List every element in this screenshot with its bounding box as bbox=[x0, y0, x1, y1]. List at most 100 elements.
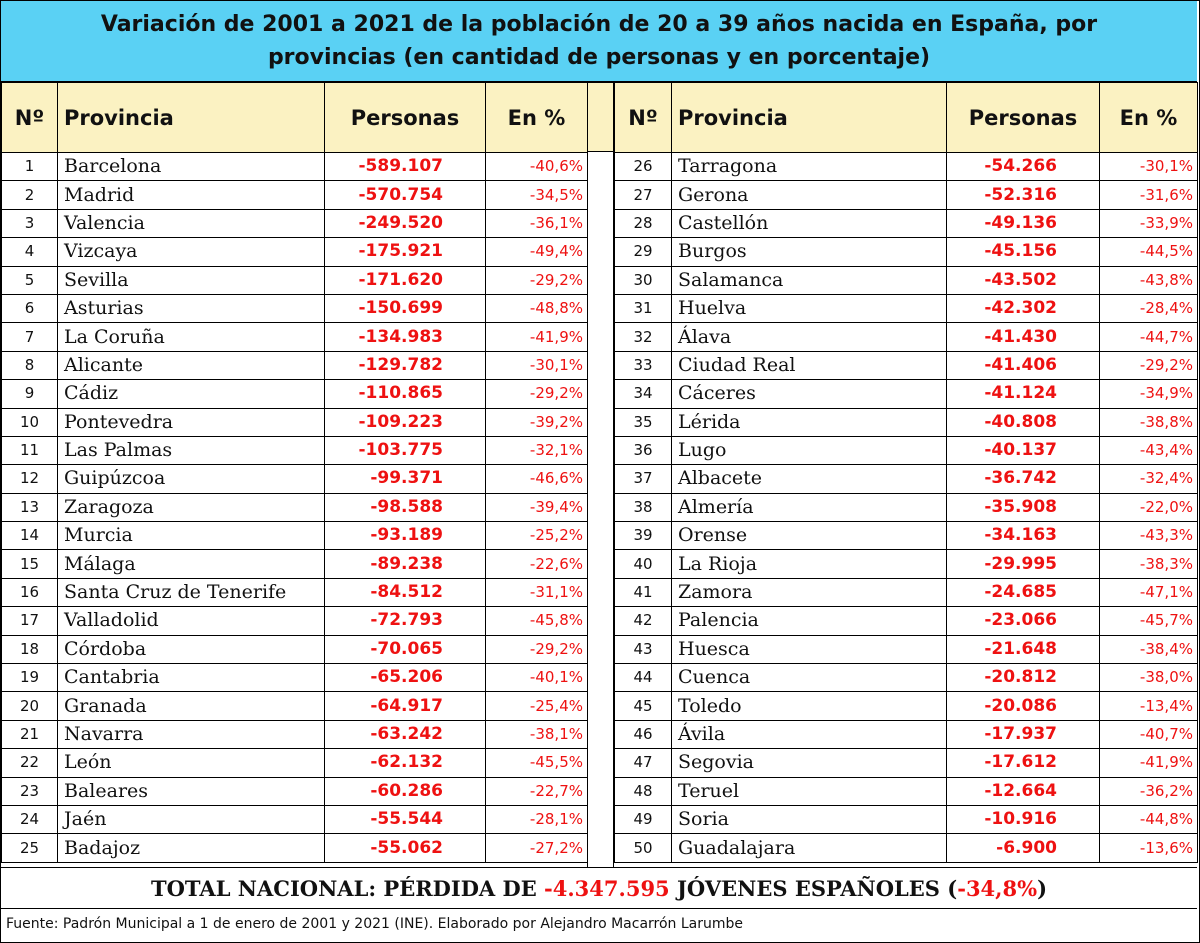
percent-value: -13,4% bbox=[1099, 691, 1198, 721]
percent-value: -49,4% bbox=[485, 237, 588, 267]
persons-value: -6.900 bbox=[946, 833, 1100, 863]
table-row: 38 Almería -35.908 -22,0% bbox=[614, 492, 1198, 523]
table-row: 36 Lugo -40.137 -43,4% bbox=[614, 435, 1198, 466]
table-row: 3 Valencia -249.520 -36,1% bbox=[1, 208, 588, 239]
header-province: Provincia bbox=[671, 82, 947, 153]
province-name: Zamora bbox=[671, 577, 947, 608]
table-row: 26 Tarragona -54.266 -30,1% bbox=[614, 151, 1198, 182]
percent-value: -43,4% bbox=[1099, 435, 1198, 466]
percent-value: -38,4% bbox=[1099, 634, 1198, 665]
header-percent: En % bbox=[485, 82, 588, 153]
row-number: 9 bbox=[1, 379, 58, 409]
total-middle: JÓVENES ESPAÑOLES ( bbox=[669, 875, 958, 901]
province-name: Sevilla bbox=[57, 265, 325, 295]
percent-value: -38,3% bbox=[1099, 549, 1198, 579]
row-number: 47 bbox=[614, 748, 672, 778]
province-name: Granada bbox=[57, 691, 325, 721]
header-percent: En % bbox=[1099, 82, 1198, 153]
province-name: Gerona bbox=[671, 180, 947, 210]
percent-value: -36,1% bbox=[485, 208, 588, 239]
persons-value: -10.916 bbox=[946, 804, 1100, 835]
row-number: 13 bbox=[1, 492, 58, 523]
table-body-left: 1 Barcelona -589.107 -40,6% 2 Madrid -570.754-… bbox=[1, 151, 588, 863]
percent-value: -34,5% bbox=[485, 180, 588, 210]
persons-value: -54.266 bbox=[946, 151, 1100, 182]
source-note: Fuente: Padrón Municipal a 1 de enero de… bbox=[6, 916, 744, 932]
persons-value: -12.664 bbox=[946, 776, 1100, 806]
row-number: 7 bbox=[1, 322, 58, 352]
percent-value: -29,2% bbox=[485, 265, 588, 295]
percent-value: -39,2% bbox=[485, 407, 588, 437]
table-row: 34 Cáceres -41.124 -34,9% bbox=[614, 379, 1198, 409]
percent-value: -30,1% bbox=[485, 350, 588, 381]
persons-value: -52.316 bbox=[946, 180, 1100, 210]
persons-value: -40.137 bbox=[946, 435, 1100, 466]
province-name: Teruel bbox=[671, 776, 947, 806]
row-number: 39 bbox=[614, 521, 672, 551]
persons-value: -45.156 bbox=[946, 237, 1100, 267]
province-name: Alicante bbox=[57, 350, 325, 381]
row-number: 46 bbox=[614, 719, 672, 750]
table-row: 27 Gerona -52.316 -31,6% bbox=[614, 180, 1198, 210]
table-row: 37 Albacete -36.742 -32,4% bbox=[614, 464, 1198, 494]
persons-value: -60.286 bbox=[324, 776, 486, 806]
persons-value: -64.917 bbox=[324, 691, 486, 721]
total-suffix: ) bbox=[1037, 875, 1047, 901]
table-row: 6 Asturias -150.699 -48,8% bbox=[1, 293, 588, 324]
row-number: 25 bbox=[1, 833, 58, 863]
percent-value: -47,1% bbox=[1099, 577, 1198, 608]
table-row: 4 Vizcaya -175.921 -49,4% bbox=[1, 237, 588, 267]
header-province: Provincia bbox=[57, 82, 325, 153]
percent-value: -31,6% bbox=[1099, 180, 1198, 210]
percent-value: -45,5% bbox=[485, 748, 588, 778]
table-row: 49 Soria -10.916 -44,8% bbox=[614, 804, 1198, 835]
row-number: 21 bbox=[1, 719, 58, 750]
table-row: 32 Álava -41.430 -44,7% bbox=[614, 322, 1198, 352]
province-name: Málaga bbox=[57, 549, 325, 579]
province-name: Castellón bbox=[671, 208, 947, 239]
row-number: 41 bbox=[614, 577, 672, 608]
province-name: Córdoba bbox=[57, 634, 325, 665]
province-name: Cuenca bbox=[671, 663, 947, 693]
province-name: Álava bbox=[671, 322, 947, 352]
persons-value: -109.223 bbox=[324, 407, 486, 437]
percent-value: -40,6% bbox=[485, 151, 588, 182]
percent-value: -43,8% bbox=[1099, 265, 1198, 295]
province-name: Ávila bbox=[671, 719, 947, 750]
province-name: Cádiz bbox=[57, 379, 325, 409]
table-row: 44 Cuenca -20.812 -38,0% bbox=[614, 663, 1198, 693]
persons-value: -134.983 bbox=[324, 322, 486, 352]
province-name: Baleares bbox=[57, 776, 325, 806]
table-row: 22 León -62.132 -45,5% bbox=[1, 748, 588, 778]
table-row: 23 Baleares -60.286 -22,7% bbox=[1, 776, 588, 806]
row-number: 31 bbox=[614, 293, 672, 324]
row-number: 30 bbox=[614, 265, 672, 295]
percent-value: -30,1% bbox=[1099, 151, 1198, 182]
percent-value: -36,2% bbox=[1099, 776, 1198, 806]
row-number: 1 bbox=[1, 151, 58, 182]
percent-value: -28,1% bbox=[485, 804, 588, 835]
table-row: 16 Santa Cruz de Tenerife -84.512 -31,1% bbox=[1, 577, 588, 608]
row-number: 14 bbox=[1, 521, 58, 551]
row-number: 34 bbox=[614, 379, 672, 409]
province-name: Zaragoza bbox=[57, 492, 325, 523]
row-number: 36 bbox=[614, 435, 672, 466]
percent-value: -33,9% bbox=[1099, 208, 1198, 239]
persons-value: -55.544 bbox=[324, 804, 486, 835]
persons-value: -29.995 bbox=[946, 549, 1100, 579]
column-gap-header bbox=[587, 82, 614, 152]
persons-value: -35.908 bbox=[946, 492, 1100, 523]
persons-value: -570.754 bbox=[324, 180, 486, 210]
table-row: 24 Jaén -55.544 -28,1% bbox=[1, 804, 588, 835]
province-name: Las Palmas bbox=[57, 435, 325, 466]
row-number: 8 bbox=[1, 350, 58, 381]
table-row: 19 Cantabria -65.206 -40,1% bbox=[1, 663, 588, 693]
persons-value: -70.065 bbox=[324, 634, 486, 665]
row-number: 12 bbox=[1, 464, 58, 494]
province-name: La Rioja bbox=[671, 549, 947, 579]
table-row: 50 Guadalajara -6.900 -13,6% bbox=[614, 833, 1198, 863]
province-name: Badajoz bbox=[57, 833, 325, 863]
province-name: Cáceres bbox=[671, 379, 947, 409]
percent-value: -25,2% bbox=[485, 521, 588, 551]
persons-value: -23.066 bbox=[946, 606, 1100, 636]
